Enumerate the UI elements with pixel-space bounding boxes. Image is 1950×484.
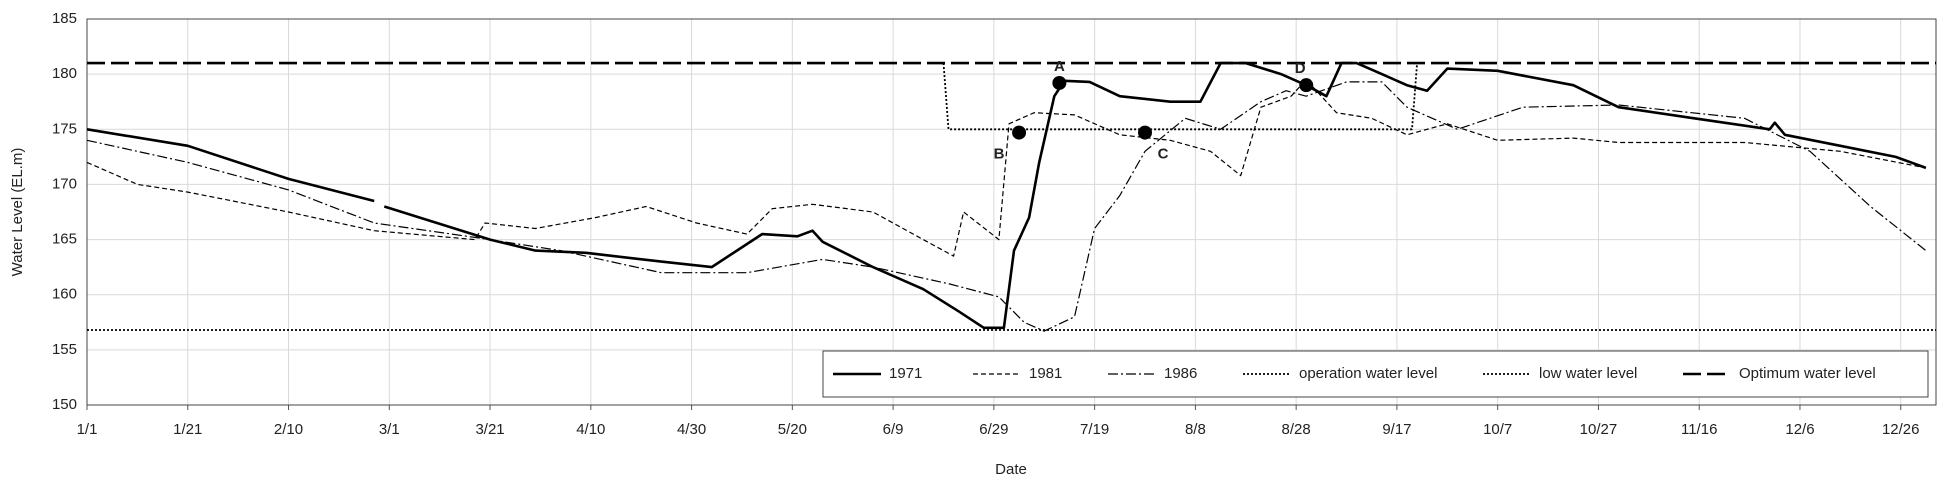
- legend-label: low water level: [1539, 365, 1637, 382]
- x-tick-label: 6/9: [883, 421, 904, 438]
- legend: 1971 1981 1986 operation water level low wat…: [822, 350, 1929, 398]
- annotation-label: D: [1295, 60, 1306, 77]
- x-tick-label: 4/30: [677, 421, 706, 438]
- series-line: [86, 81, 1927, 332]
- legend-label: 1981: [1029, 365, 1062, 382]
- x-tick-label: 1/21: [173, 421, 202, 438]
- x-tick-label: 3/1: [379, 421, 400, 438]
- series-line: [86, 61, 1927, 330]
- y-tick-label: 170: [52, 175, 77, 192]
- plot-frame: [86, 18, 1937, 406]
- x-tick-label: 7/19: [1080, 421, 1109, 438]
- x-tick-label: 2/10: [274, 421, 303, 438]
- y-tick-label: 165: [52, 231, 77, 248]
- y-axis-title: Water Level (EL.m): [9, 148, 26, 277]
- x-tick-label: 12/26: [1882, 421, 1920, 438]
- x-tick-label: 6/29: [979, 421, 1008, 438]
- series-line: [942, 63, 1418, 131]
- x-tick-label: 5/20: [778, 421, 807, 438]
- y-tick-label: 180: [52, 65, 77, 82]
- x-tick-label: 8/8: [1185, 421, 1206, 438]
- y-tick-label: 150: [52, 396, 77, 413]
- legend-label: Optimum water level: [1739, 365, 1876, 382]
- annotation-point: [1299, 78, 1314, 93]
- x-tick-label: 8/28: [1282, 421, 1311, 438]
- x-tick-label: 10/7: [1483, 421, 1512, 438]
- x-tick-label: 9/17: [1382, 421, 1411, 438]
- y-tick-label: 185: [52, 10, 77, 27]
- series-line: [86, 79, 1927, 257]
- y-tick-label: 175: [52, 120, 77, 137]
- annotation-label: A: [1054, 58, 1065, 75]
- annotation-point: [1012, 125, 1027, 140]
- y-tick-label: 160: [52, 286, 77, 303]
- legend-label: 1986: [1164, 365, 1197, 382]
- x-tick-label: 1/1: [77, 421, 98, 438]
- x-tick-label: 10/27: [1580, 421, 1618, 438]
- x-tick-label: 4/10: [576, 421, 605, 438]
- x-tick-label: 3/21: [475, 421, 504, 438]
- x-axis-title: Date: [995, 461, 1027, 478]
- annotation-label: C: [1158, 146, 1169, 163]
- legend-label: 1971: [889, 365, 922, 382]
- annotation-point: [1052, 75, 1067, 90]
- x-tick-label: 11/16: [1681, 421, 1717, 438]
- y-tick-label: 155: [52, 341, 77, 358]
- x-tick-label: 12/6: [1785, 421, 1814, 438]
- annotation-point: [1138, 125, 1153, 140]
- legend-label: operation water level: [1299, 365, 1437, 382]
- annotation-label: B: [994, 146, 1005, 163]
